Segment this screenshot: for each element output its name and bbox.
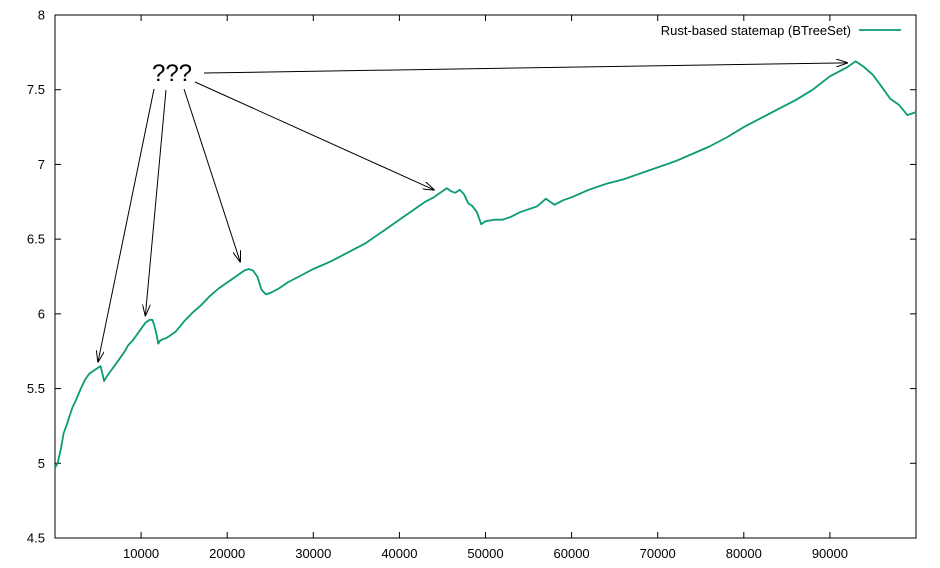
y-tick-label: 8 — [38, 8, 45, 23]
x-tick-label: 10000 — [123, 546, 159, 561]
x-tick-label: 90000 — [812, 546, 848, 561]
x-tick-label: 40000 — [381, 546, 417, 561]
legend-label: Rust-based statemap (BTreeSet) — [661, 23, 851, 38]
annotation-arrow — [194, 81, 434, 190]
plot-frame — [54, 14, 917, 539]
y-tick-label: 6 — [38, 306, 45, 321]
y-tick-label: 5 — [38, 456, 45, 471]
annotation-arrow — [98, 88, 155, 362]
y-tick-label: 6.5 — [27, 232, 45, 247]
x-tick-label: 20000 — [209, 546, 245, 561]
annotation-arrow — [203, 63, 847, 74]
annotation-arrow — [183, 88, 240, 262]
y-tick-label: 4.5 — [27, 531, 45, 546]
x-tick-label: 30000 — [295, 546, 331, 561]
x-tick-label: 80000 — [726, 546, 762, 561]
series-line — [54, 60, 917, 469]
y-tick-label: 7 — [38, 157, 45, 172]
y-tick-label: 7.5 — [27, 82, 45, 97]
x-tick-label: 50000 — [467, 546, 503, 561]
annotation-arrow — [145, 89, 167, 315]
x-tick-label: 60000 — [554, 546, 590, 561]
y-tick-label: 5.5 — [27, 381, 45, 396]
annotation-label: ??? — [152, 60, 192, 87]
x-tick-label: 70000 — [640, 546, 676, 561]
